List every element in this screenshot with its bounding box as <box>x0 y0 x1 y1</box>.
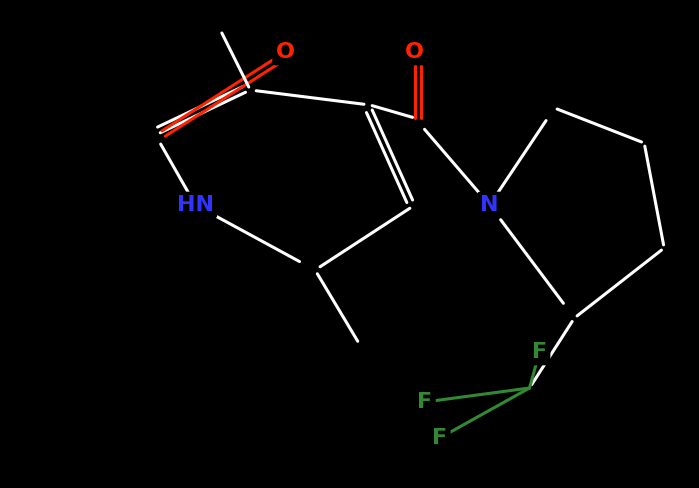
Text: O: O <box>405 42 424 62</box>
Text: O: O <box>275 42 295 62</box>
Text: N: N <box>480 195 499 215</box>
Text: F: F <box>432 428 447 448</box>
Text: F: F <box>532 342 547 362</box>
Text: HN: HN <box>177 195 214 215</box>
Text: F: F <box>417 392 433 412</box>
